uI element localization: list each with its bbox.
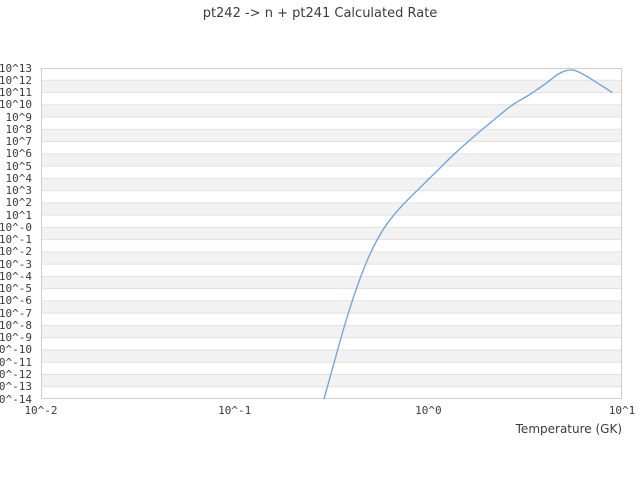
y-tick-label: 10^-10 xyxy=(0,343,32,357)
y-tick-label: 10^-5 xyxy=(0,282,32,296)
decade-band xyxy=(41,300,622,314)
rate-curve xyxy=(323,69,613,399)
y-tick-label: 10^-9 xyxy=(0,331,32,345)
x-tick-label: 10^1 xyxy=(608,404,636,417)
y-tick-label: 10^-13 xyxy=(0,380,32,394)
decade-band xyxy=(41,251,622,265)
y-tick-label: 10^-1 xyxy=(0,233,32,247)
plot-border xyxy=(41,68,622,399)
x-tick-label: 10^-2 xyxy=(24,404,58,417)
decade-band xyxy=(41,202,622,216)
decade-band xyxy=(41,129,622,142)
decade-band xyxy=(41,104,622,118)
decade-band xyxy=(41,80,622,93)
y-tick-label: 10^1 xyxy=(5,208,33,222)
decade-band xyxy=(41,227,622,240)
y-tick-label: 10^-7 xyxy=(0,306,32,320)
y-tick-label: 10^-0 xyxy=(0,220,32,234)
x-tick-label: 10^0 xyxy=(415,404,442,417)
y-tick-label: 10^11 xyxy=(0,86,32,100)
plot-area xyxy=(41,68,622,399)
y-tick-label: 10^3 xyxy=(5,184,33,198)
y-tick-label: 10^-14 xyxy=(0,392,32,406)
x-tick-label: 10^-1 xyxy=(218,404,252,417)
rate-curve-plot xyxy=(41,68,622,399)
y-tick-label: 10^4 xyxy=(5,171,33,185)
y-tick-label: 10^-8 xyxy=(0,318,32,332)
y-tick-label: 10^-11 xyxy=(0,355,32,369)
y-tick-label: 10^-2 xyxy=(0,245,32,259)
y-tick-label: 10^7 xyxy=(5,135,33,149)
decade-band xyxy=(41,325,622,338)
y-tick-label: 10^12 xyxy=(0,73,32,87)
y-tick-label: 10^2 xyxy=(5,196,33,210)
y-tick-label: 10^13 xyxy=(0,61,32,75)
y-tick-label: 10^8 xyxy=(5,122,33,136)
y-tick-label: 10^-6 xyxy=(0,294,32,308)
y-tick-label: 10^9 xyxy=(5,110,33,124)
decade-band xyxy=(41,276,622,289)
x-axis-title: Temperature (GK) xyxy=(515,422,622,436)
y-tick-label: 10^-4 xyxy=(0,269,32,283)
chart-title: pt242 -> n + pt241 Calculated Rate xyxy=(202,6,438,21)
decade-band xyxy=(41,178,622,191)
y-tick-label: 10^5 xyxy=(5,159,33,173)
decade-band xyxy=(41,153,622,167)
y-tick-label: 10^6 xyxy=(5,147,33,161)
y-tick-label: 10^-12 xyxy=(0,367,32,381)
decade-band xyxy=(41,349,622,363)
y-tick-label: 10^10 xyxy=(0,98,32,112)
y-tick-label: 10^-3 xyxy=(0,257,32,271)
decade-band xyxy=(41,374,622,387)
